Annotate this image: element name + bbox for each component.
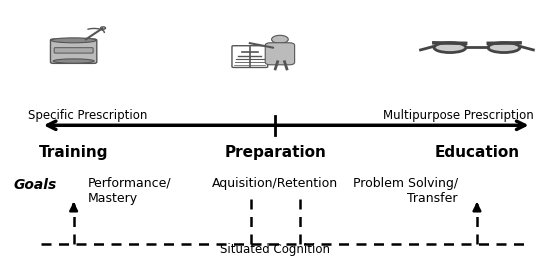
FancyBboxPatch shape [232,46,268,68]
Text: Situated Cognition: Situated Cognition [220,243,330,256]
Text: Preparation: Preparation [224,145,326,160]
Circle shape [100,27,105,29]
Text: Goals: Goals [14,178,57,192]
Text: Aquisition/Retention: Aquisition/Retention [212,177,339,190]
FancyBboxPatch shape [265,43,295,65]
Text: Education: Education [435,145,519,160]
Circle shape [271,35,288,43]
FancyBboxPatch shape [51,39,97,63]
Text: Specific Prescription: Specific Prescription [28,109,147,122]
Text: Performance/
Mastery: Performance/ Mastery [87,177,171,205]
FancyBboxPatch shape [54,48,93,53]
Ellipse shape [53,59,94,63]
Ellipse shape [51,38,96,43]
Ellipse shape [434,43,466,52]
Text: Problem Solving/
Transfer: Problem Solving/ Transfer [353,177,458,205]
Ellipse shape [488,43,520,52]
Text: Training: Training [39,145,108,160]
Text: Multipurpose Prescription: Multipurpose Prescription [382,109,533,122]
